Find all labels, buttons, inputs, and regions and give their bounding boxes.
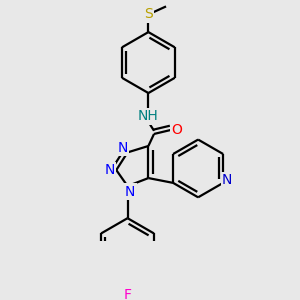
Text: N: N xyxy=(222,173,232,188)
Text: O: O xyxy=(171,123,182,137)
Text: S: S xyxy=(144,8,153,21)
Text: N: N xyxy=(125,185,135,199)
Text: NH: NH xyxy=(138,109,159,123)
Text: F: F xyxy=(124,288,131,300)
Text: N: N xyxy=(105,163,115,177)
Text: N: N xyxy=(118,141,128,154)
